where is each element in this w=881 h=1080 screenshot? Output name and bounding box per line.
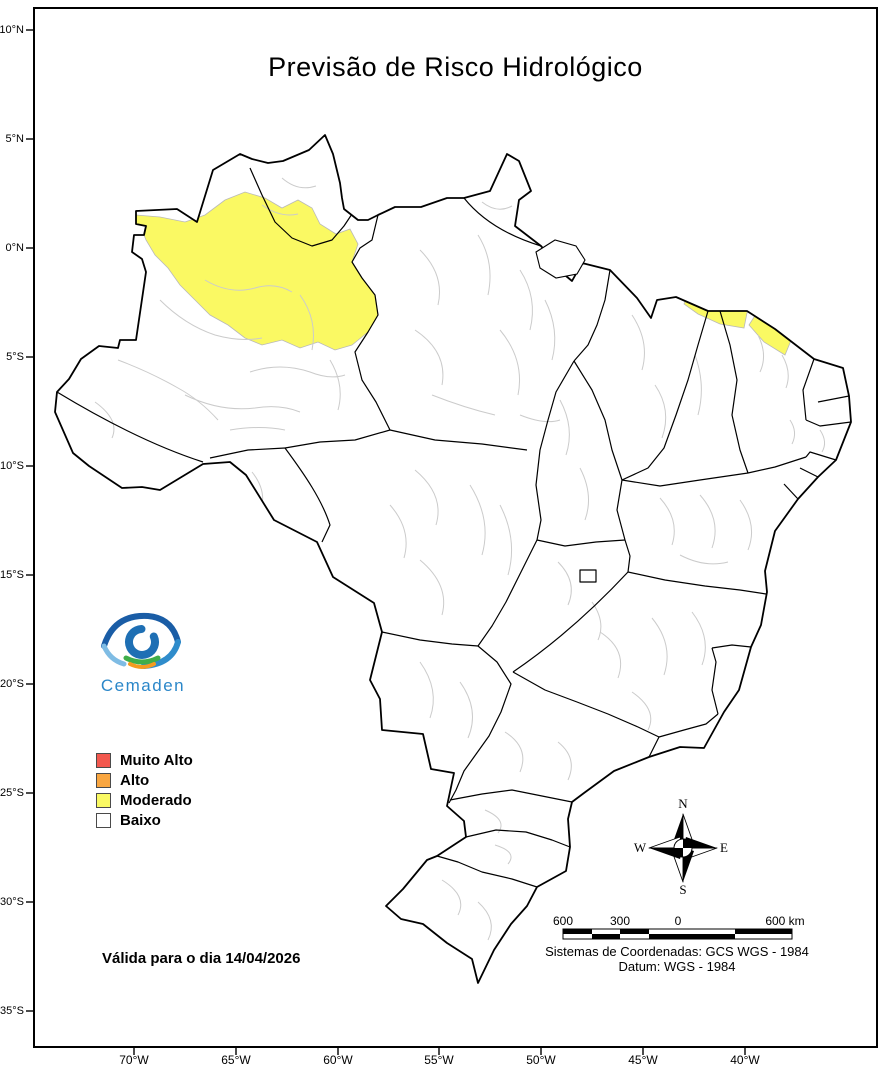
legend-label: Alto bbox=[120, 772, 150, 789]
scale-bar-label: 0 bbox=[674, 914, 682, 928]
legend-swatch-muito-alto bbox=[96, 753, 111, 768]
latitude-ticks bbox=[26, 29, 34, 1012]
map-credits: Sistemas de Coordenadas: GCS WGS - 1984 … bbox=[542, 944, 812, 974]
subdivision-borders bbox=[94, 177, 826, 941]
cemaden-logo-icon bbox=[101, 612, 181, 669]
page-title: Previsão de Risco Hidrológico bbox=[268, 52, 643, 82]
compass-label-north: N bbox=[678, 796, 688, 811]
legend-swatch-alto bbox=[96, 773, 111, 788]
cemaden-wordmark: Cemaden bbox=[100, 676, 186, 695]
longitude-label: 50°W bbox=[526, 1053, 556, 1067]
brazil-outline-stroke bbox=[54, 134, 852, 984]
latitude-label: 15°S bbox=[0, 569, 24, 581]
latitude-label: 10°S bbox=[0, 460, 24, 472]
scale-bar bbox=[562, 928, 793, 940]
scale-bar-label: 300 bbox=[609, 914, 631, 928]
longitude-label: 70°W bbox=[119, 1053, 149, 1067]
longitude-label: 45°W bbox=[628, 1053, 658, 1067]
credits-datum: Datum: WGS - 1984 bbox=[618, 959, 736, 974]
brazil-outline bbox=[55, 135, 851, 983]
latitude-label: 35°S bbox=[0, 1005, 24, 1017]
marajo-island bbox=[535, 239, 586, 279]
legend-label: Muito Alto bbox=[120, 752, 193, 769]
longitude-label: 40°W bbox=[730, 1053, 760, 1067]
latitude-label: 5°S bbox=[6, 351, 24, 363]
validity-note: Válida para o dia 14/04/2026 bbox=[102, 950, 301, 967]
north-arrow-icon bbox=[648, 813, 718, 883]
legend-label: Moderado bbox=[120, 792, 192, 809]
map-frame bbox=[26, 7, 878, 1055]
latitude-label: 5°N bbox=[5, 133, 24, 145]
latitude-label: 0°N bbox=[5, 242, 24, 254]
latitude-label: 20°S bbox=[0, 678, 24, 690]
longitude-ticks bbox=[133, 1047, 746, 1055]
credits-coordinate-system: Sistemas de Coordenadas: GCS WGS - 1984 bbox=[545, 944, 809, 959]
longitude-label: 55°W bbox=[424, 1053, 454, 1067]
longitude-label: 65°W bbox=[221, 1053, 251, 1067]
compass-label-east: E bbox=[720, 840, 728, 855]
state-borders bbox=[56, 167, 851, 888]
scale-bar-label: 600 km bbox=[765, 914, 805, 928]
legend-swatch-moderado bbox=[96, 793, 111, 808]
scale-bar-label: 600 bbox=[552, 914, 574, 928]
latitude-label: 25°S bbox=[0, 787, 24, 799]
compass-label-west: W bbox=[633, 840, 647, 855]
compass-label-south: S bbox=[679, 882, 687, 897]
latitude-label: 30°S bbox=[0, 896, 24, 908]
longitude-label: 60°W bbox=[323, 1053, 353, 1067]
latitude-label: 10°N bbox=[0, 24, 24, 36]
legend-label: Baixo bbox=[120, 812, 161, 829]
legend-swatch-baixo bbox=[96, 813, 111, 828]
